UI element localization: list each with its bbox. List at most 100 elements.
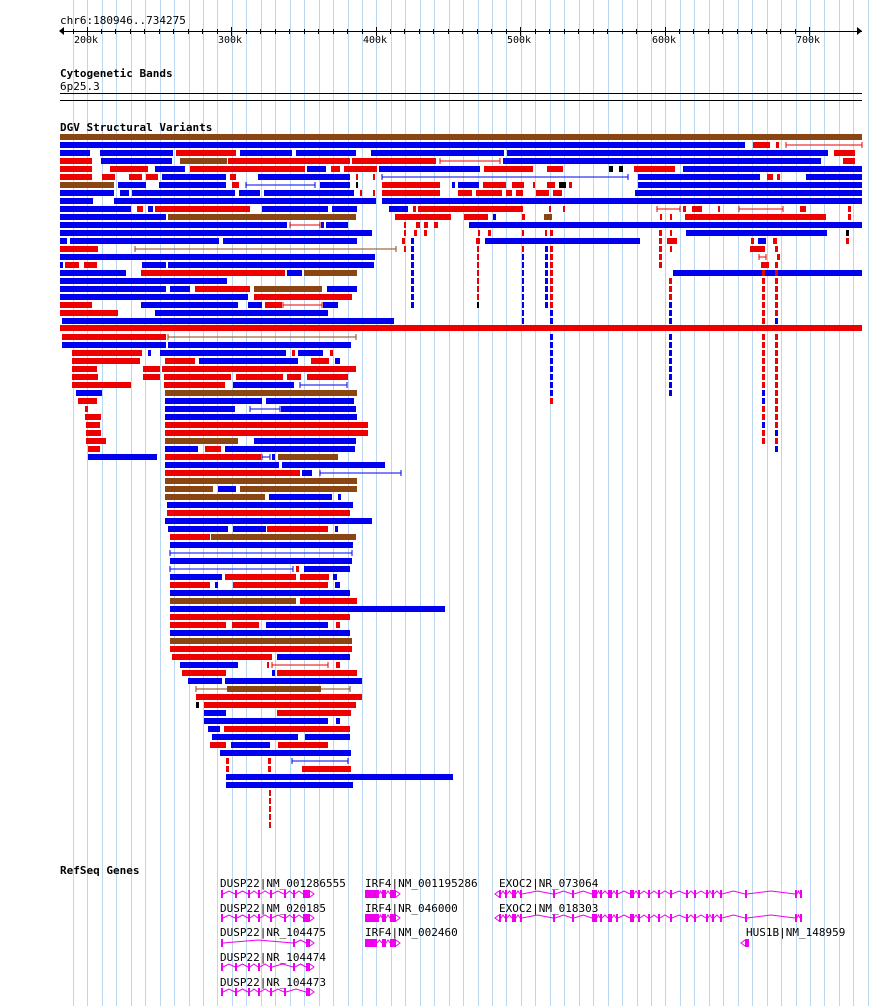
variant-bar[interactable]: [371, 150, 504, 156]
variant-bar[interactable]: [62, 318, 394, 324]
variant-bar[interactable]: [226, 774, 453, 780]
variant-bar[interactable]: [484, 166, 533, 172]
variant-bar[interactable]: [775, 414, 778, 420]
variant-bar[interactable]: [692, 206, 702, 212]
variant-bar[interactable]: [563, 206, 565, 212]
variant-bar[interactable]: [477, 294, 479, 300]
gene-label[interactable]: DUSP22|NR_104473: [220, 976, 326, 989]
variant-bar[interactable]: [767, 174, 773, 180]
variant-bar[interactable]: [382, 190, 440, 196]
gene-exon[interactable]: [235, 988, 237, 996]
variant-bar[interactable]: [848, 214, 851, 220]
variant-bar[interactable]: [762, 430, 765, 436]
variant-bar[interactable]: [762, 286, 765, 292]
variant-bar[interactable]: [550, 382, 553, 388]
variant-bar[interactable]: [536, 190, 549, 196]
variant-bar[interactable]: [311, 358, 329, 364]
variant-bar[interactable]: [411, 238, 414, 244]
variant-bar[interactable]: [395, 214, 451, 220]
variant-bar[interactable]: [266, 622, 328, 628]
variant-bar[interactable]: [60, 158, 92, 164]
variant-bar[interactable]: [458, 190, 472, 196]
variant-bar[interactable]: [775, 310, 778, 316]
variant-bar[interactable]: [477, 278, 479, 284]
variant-bar[interactable]: [307, 374, 348, 380]
variant-bar[interactable]: [165, 422, 368, 428]
variant-bar[interactable]: [227, 686, 321, 692]
variant-bar[interactable]: [550, 262, 553, 268]
gene-exon[interactable]: [221, 890, 223, 898]
variant-bar[interactable]: [296, 566, 299, 572]
variant-bar[interactable]: [522, 302, 524, 308]
gene-exon[interactable]: [553, 890, 555, 898]
gene-label[interactable]: HUS1B|NM_148959: [746, 926, 846, 939]
variant-bar[interactable]: [545, 262, 548, 268]
gene-label[interactable]: DUSP22|NR_104474: [220, 951, 326, 964]
variant-bar[interactable]: [404, 246, 406, 252]
variant-bar[interactable]: [298, 350, 323, 356]
gene-exon[interactable]: [258, 890, 260, 898]
gene-exon[interactable]: [795, 890, 797, 898]
variant-bar[interactable]: [751, 238, 754, 244]
variant-bar[interactable]: [204, 718, 328, 724]
variant-bar[interactable]: [304, 566, 350, 572]
variant-bar[interactable]: [307, 166, 326, 172]
gene-exon[interactable]: [553, 914, 555, 922]
variant-bar[interactable]: [464, 214, 488, 220]
variant-bar[interactable]: [404, 230, 406, 236]
gene-exon[interactable]: [248, 914, 250, 922]
gene-exon[interactable]: [365, 890, 379, 898]
variant-bar[interactable]: [168, 262, 374, 268]
variant-bar[interactable]: [669, 334, 672, 340]
variant-bar[interactable]: [638, 182, 862, 188]
variant-bar[interactable]: [170, 598, 296, 604]
variant-bar[interactable]: [165, 478, 357, 484]
variant-bar[interactable]: [254, 286, 322, 292]
variant-bar[interactable]: [659, 254, 662, 260]
variant-bar[interactable]: [278, 454, 338, 460]
variant-bar[interactable]: [775, 382, 778, 388]
variant-bar[interactable]: [132, 190, 235, 196]
gene-exon[interactable]: [284, 890, 286, 898]
gene-label[interactable]: IRF4|NM_001195286: [365, 877, 478, 890]
gene-exon[interactable]: [658, 890, 660, 898]
variant-bar[interactable]: [205, 446, 221, 452]
variant-bar[interactable]: [761, 262, 769, 268]
variant-bar[interactable]: [507, 150, 828, 156]
variant-bar[interactable]: [750, 246, 765, 252]
variant-bar[interactable]: [60, 198, 93, 204]
variant-bar[interactable]: [155, 206, 250, 212]
variant-bar[interactable]: [547, 182, 555, 188]
variant-bar[interactable]: [522, 262, 524, 268]
variant-bar[interactable]: [165, 462, 279, 468]
variant-bar[interactable]: [160, 350, 286, 356]
variant-bar[interactable]: [168, 342, 351, 348]
variant-bar[interactable]: [634, 166, 675, 172]
variant-bar[interactable]: [168, 526, 228, 532]
variant-bar[interactable]: [775, 406, 778, 412]
variant-bar[interactable]: [60, 174, 92, 180]
variant-bar[interactable]: [414, 230, 417, 236]
variant-bar[interactable]: [170, 630, 350, 636]
variant-bar[interactable]: [762, 366, 765, 372]
variant-bar[interactable]: [162, 366, 356, 372]
variant-bar[interactable]: [204, 702, 356, 708]
variant-bar[interactable]: [76, 390, 102, 396]
variant-bar[interactable]: [411, 246, 414, 252]
gene-exon[interactable]: [694, 914, 696, 922]
variant-bar[interactable]: [545, 246, 548, 252]
variant-bar[interactable]: [304, 270, 357, 276]
variant-bar[interactable]: [522, 270, 524, 276]
gene-exon[interactable]: [512, 890, 516, 898]
gene-exon[interactable]: [648, 914, 650, 922]
variant-bar[interactable]: [669, 350, 672, 356]
variant-bar[interactable]: [762, 390, 765, 396]
variant-bar[interactable]: [102, 174, 115, 180]
gene-exon[interactable]: [638, 890, 640, 898]
variant-bar[interactable]: [846, 230, 849, 236]
gene-exon[interactable]: [248, 890, 250, 898]
variant-bar[interactable]: [762, 414, 765, 420]
variant-bar[interactable]: [550, 350, 553, 356]
variant-bar[interactable]: [164, 382, 225, 388]
gene-exon[interactable]: [270, 963, 272, 971]
